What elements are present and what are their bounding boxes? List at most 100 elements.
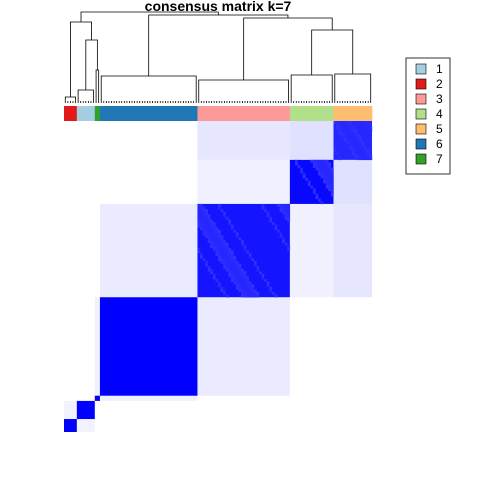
- legend-label-6: 6: [436, 137, 443, 151]
- diag-cell-5: [354, 152, 357, 155]
- diag-cell-3: [202, 227, 206, 231]
- diag-cell-3: [228, 258, 232, 262]
- dendrogram-link: [80, 11, 219, 22]
- diag-cell-3: [228, 219, 232, 223]
- diag-cell-5: [346, 128, 350, 132]
- diag-cell-4: [302, 175, 306, 179]
- legend-swatch-3: [415, 93, 427, 105]
- diag-cell-3: [251, 286, 255, 290]
- diag-cell-3: [218, 253, 221, 256]
- diag-cell-3: [248, 289, 252, 293]
- diag-cell-4: [325, 167, 329, 171]
- class-bar-segment-4: [289, 106, 334, 121]
- diag-cell-3: [248, 294, 252, 298]
- diag-cell-3: [212, 232, 216, 236]
- diag-cell-3: [230, 227, 234, 231]
- offdiag-block-6-7: [94, 297, 100, 396]
- diag-cell-3: [279, 203, 283, 207]
- diag-cell-5: [351, 149, 355, 153]
- diag-cell-3: [248, 292, 252, 295]
- diag-cell-3: [210, 245, 214, 249]
- diag-cell-4: [305, 178, 309, 181]
- diag-cell-3: [202, 209, 206, 212]
- diag-cell-3: [259, 271, 262, 275]
- diag-cell-3: [215, 229, 219, 233]
- diag-cell-4: [307, 180, 311, 184]
- diag-cell-3: [228, 222, 232, 225]
- offdiag-block-5-3: [197, 121, 290, 160]
- diag-cell-5: [341, 126, 344, 129]
- diag-cell-3: [207, 214, 211, 218]
- diag-cell-3: [284, 216, 288, 220]
- diag-cell-5: [359, 157, 362, 161]
- diag-cell-3: [233, 273, 237, 277]
- diag-cell-5: [359, 146, 362, 150]
- diag-cell-3: [218, 203, 221, 207]
- diag-cell-5: [369, 128, 373, 132]
- diag-cell-3: [264, 279, 267, 282]
- diag-cell-3: [233, 229, 237, 233]
- diag-cell-4: [328, 178, 332, 181]
- diag-cell-3: [205, 263, 208, 267]
- class-bar-segment-5: [333, 106, 373, 121]
- diag-cell-3: [246, 284, 249, 288]
- diag-cell-3: [212, 245, 216, 249]
- diag-cell-3: [225, 263, 229, 267]
- diag-cell-3: [228, 247, 232, 251]
- diag-cell-4: [320, 172, 324, 176]
- diag-cell-3: [246, 250, 249, 254]
- diag-cell-5: [359, 149, 362, 153]
- diag-cell-4: [325, 183, 329, 186]
- diag-cell-3: [200, 222, 203, 225]
- diag-cell-4: [323, 175, 326, 179]
- diag-cell-5: [354, 141, 357, 145]
- diag-cell-3: [284, 214, 288, 218]
- legend-swatch-6: [415, 138, 427, 150]
- diag-cell-3: [197, 250, 201, 254]
- diag-cell-3: [238, 276, 242, 280]
- diag-cell-3: [207, 240, 211, 244]
- diag-cell-3: [210, 232, 214, 236]
- diag-cell-3: [243, 276, 247, 280]
- diag-cell-5: [348, 128, 352, 132]
- offdiag-block-3-4: [289, 203, 334, 298]
- diag-cell-3: [223, 263, 226, 267]
- diag-cell-5: [341, 131, 344, 135]
- diag-cell-5: [351, 131, 355, 135]
- diag-cell-3: [200, 216, 203, 220]
- diag-cell-3: [251, 258, 255, 262]
- diag-cell-3: [246, 292, 249, 295]
- diag-cell-3: [202, 232, 206, 236]
- diag-cell-3: [256, 294, 260, 298]
- diag-cell-5: [336, 121, 339, 124]
- diag-cell-3: [235, 266, 239, 269]
- diag-cell-4: [325, 180, 329, 184]
- diag-cell-3: [243, 286, 247, 290]
- diag-cell-5: [361, 157, 365, 161]
- diag-cell-3: [277, 203, 280, 207]
- diag-cell-3: [212, 224, 216, 228]
- dendrogram-link: [311, 29, 354, 75]
- diag-cell-3: [215, 240, 219, 244]
- diag-cell-3: [200, 227, 203, 231]
- diag-cell-5: [364, 157, 368, 161]
- diag-cell-5: [354, 128, 357, 132]
- dendrogram-link: [64, 96, 76, 101]
- diag-cell-3: [264, 209, 267, 212]
- diag-cell-3: [207, 237, 211, 241]
- diag-cell-3: [238, 271, 242, 275]
- diag-cell-3: [207, 268, 211, 272]
- diag-cell-3: [200, 209, 203, 212]
- diag-cell-4: [330, 190, 334, 194]
- dendrogram-link: [70, 21, 92, 97]
- diag-cell-4: [328, 172, 332, 176]
- diag-cell-3: [225, 250, 229, 254]
- diag-cell-5: [348, 126, 352, 129]
- dendrogram-link: [95, 69, 100, 101]
- diag-cell-5: [343, 136, 347, 140]
- diag-cell-3: [223, 253, 226, 256]
- diag-cell-3: [218, 281, 221, 285]
- diag-cell-5: [341, 128, 344, 132]
- diag-cell-3: [235, 284, 239, 288]
- diag-cell-3: [207, 229, 211, 233]
